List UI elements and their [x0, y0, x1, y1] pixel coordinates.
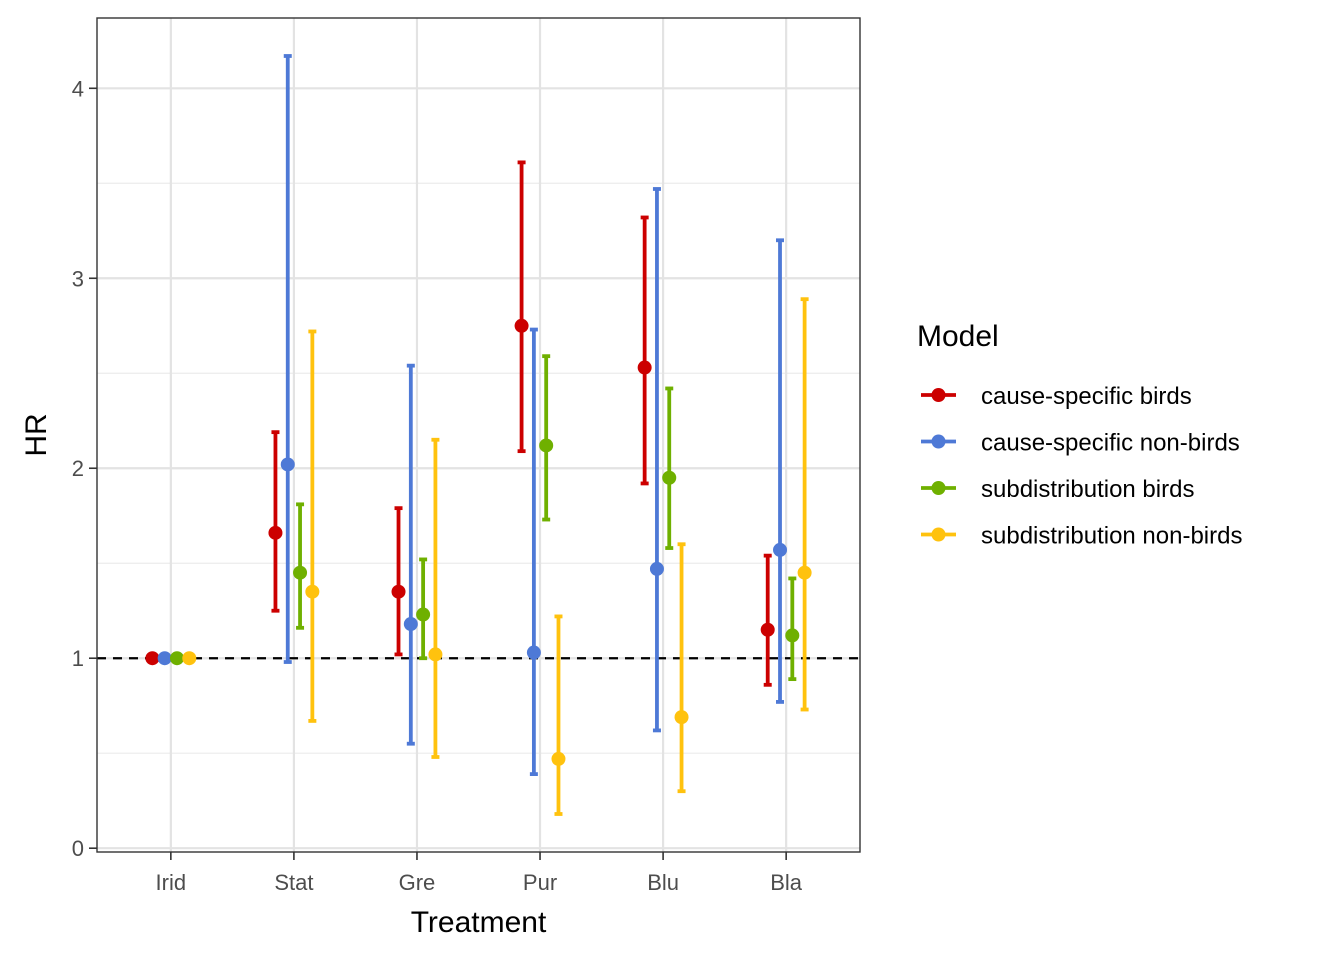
y-tick-label: 3	[72, 266, 84, 291]
point-estimate	[773, 542, 788, 557]
point-estimate	[145, 651, 160, 666]
series-cause-specific-birds	[145, 160, 775, 687]
legend-key-point	[931, 388, 946, 402]
point-estimate	[280, 457, 295, 472]
point-estimate	[416, 607, 431, 622]
point-estimate	[157, 651, 172, 666]
point-estimate	[637, 360, 652, 375]
point-estimate	[169, 651, 184, 666]
legend-item: cause-specific non-birds	[921, 430, 1240, 457]
panel-border	[96, 17, 861, 853]
x-tick-label: Irid	[156, 870, 187, 895]
legend: Model cause-specific birds cause-specific…	[917, 320, 1242, 550]
series-cause-specific-non-birds	[157, 54, 788, 777]
x-tick-label: Blu	[647, 870, 679, 895]
grid	[97, 18, 860, 852]
x-tick-label: Bla	[770, 870, 803, 895]
point-estimate	[785, 628, 800, 643]
x-tick-label: Pur	[523, 870, 557, 895]
series-layer	[145, 54, 812, 816]
point-estimate	[674, 710, 689, 725]
y-tick-label: 1	[72, 646, 84, 671]
legend-label: subdistribution birds	[981, 476, 1194, 503]
point-estimate	[539, 438, 554, 453]
point-estimate	[391, 584, 406, 599]
legend-item: subdistribution birds	[921, 476, 1194, 503]
point-estimate	[428, 647, 443, 662]
legend-key-point	[931, 434, 946, 449]
series-subdistribution-birds	[169, 354, 800, 682]
axes: 0 1 2 3 4 Irid Stat Gre Pur Blu Bla	[72, 76, 803, 895]
point-estimate	[305, 584, 320, 599]
point-estimate	[403, 617, 418, 632]
legend-key-point	[931, 527, 946, 542]
x-tick-label: Gre	[399, 870, 436, 895]
point-estimate	[662, 470, 677, 485]
point-estimate	[797, 565, 812, 580]
legend-title: Model	[917, 320, 999, 353]
y-axis-title: HR	[20, 413, 53, 456]
legend-item: subdistribution non-birds	[921, 523, 1242, 550]
point-estimate	[649, 561, 664, 576]
legend-item: cause-specific birds	[921, 383, 1192, 410]
legend-label: cause-specific non-birds	[981, 430, 1240, 457]
point-estimate	[514, 318, 529, 333]
y-tick-label: 4	[72, 76, 84, 101]
series-subdistribution-non-birds	[182, 297, 812, 816]
point-estimate	[526, 645, 541, 660]
y-tick-label: 2	[72, 456, 84, 481]
x-axis-title: Treatment	[411, 906, 547, 939]
legend-label: cause-specific birds	[981, 383, 1192, 410]
point-estimate	[293, 565, 308, 580]
point-estimate	[182, 651, 197, 666]
y-tick-label: 0	[72, 836, 84, 861]
legend-key-point	[931, 481, 946, 495]
point-estimate	[760, 622, 775, 637]
point-estimate	[268, 525, 283, 540]
legend-label: subdistribution non-birds	[981, 523, 1242, 550]
x-tick-label: Stat	[274, 870, 313, 895]
point-estimate	[551, 751, 566, 766]
